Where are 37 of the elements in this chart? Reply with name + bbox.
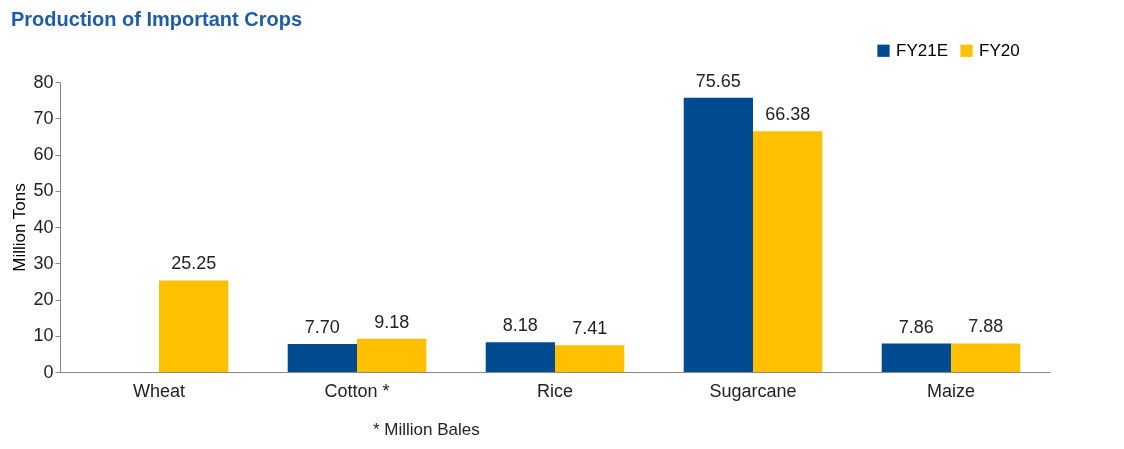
y-tick-label: 10 — [33, 325, 54, 346]
y-tick-label: 20 — [33, 289, 54, 309]
x-tick-label: Rice — [536, 380, 574, 401]
data-label: 7.41 — [572, 318, 608, 339]
y-tick-label: 0 — [43, 361, 54, 382]
data-label: 8.18 — [502, 315, 538, 336]
bar — [287, 344, 357, 372]
text: * Million Bales — [372, 420, 480, 439]
y-tick-label: 30 — [33, 252, 54, 273]
bar — [951, 343, 1021, 372]
y-axis-title: Million Tons — [10, 183, 30, 272]
bar — [555, 345, 625, 372]
data-label: 9.18 — [374, 311, 410, 332]
legend-label: FY20 — [979, 40, 1020, 60]
bar — [881, 343, 951, 372]
bar — [357, 338, 427, 372]
x-tick-label: Cotton * — [324, 380, 390, 401]
data-label: 66.38 — [765, 104, 811, 125]
data-label: 25.25 — [171, 253, 217, 274]
y-tick-label: 40 — [33, 216, 54, 237]
x-tick-label: Sugarcane — [709, 380, 797, 401]
bar — [485, 342, 555, 372]
y-tick-label: 60 — [33, 144, 54, 164]
y-tick-label: 80 — [33, 71, 54, 92]
legend-label: FY21E — [896, 40, 948, 60]
chart-title: Production of Important Crops — [10, 8, 303, 30]
y-tick-label: 70 — [33, 107, 54, 128]
bar — [159, 280, 229, 372]
x-tick-label: Wheat — [132, 380, 186, 401]
data-label: 7.88 — [968, 316, 1004, 337]
bar — [753, 131, 823, 372]
bar — [683, 97, 753, 372]
data-label: 75.65 — [695, 70, 741, 91]
x-tick-label: Maize — [926, 380, 976, 401]
y-tick-label: 50 — [33, 180, 54, 201]
data-label: 7.86 — [898, 316, 934, 337]
data-label: 7.70 — [304, 317, 340, 338]
